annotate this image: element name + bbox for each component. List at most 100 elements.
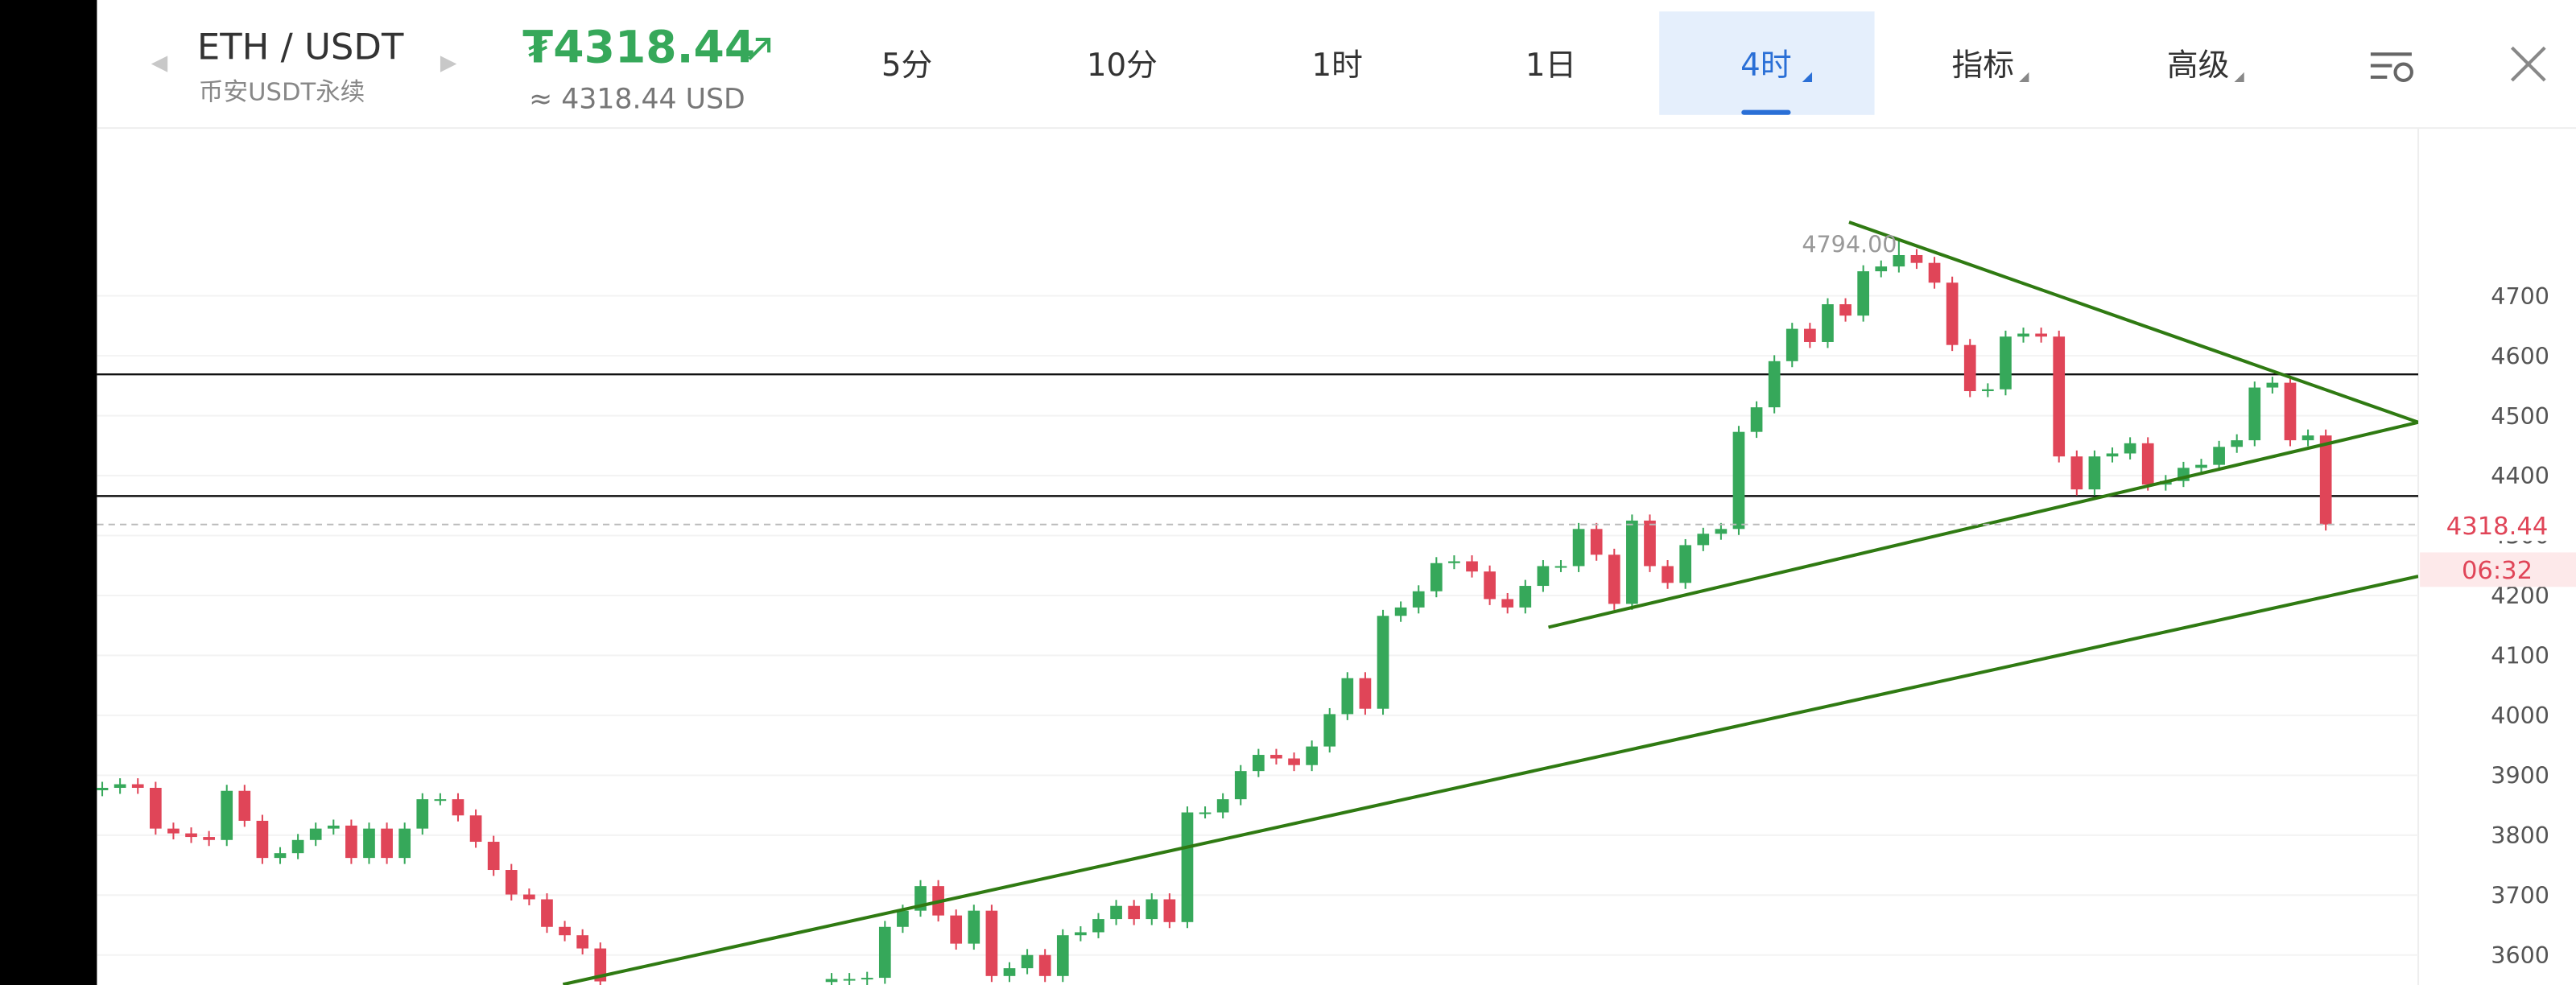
candle-body (843, 979, 856, 981)
tab[interactable]: 指标 (1952, 47, 2015, 84)
candle-body (523, 894, 535, 900)
candle-body (398, 828, 411, 859)
last-price-label: 4318.44 (2446, 513, 2549, 541)
usd-price: ≈ 4318.44 USD (529, 84, 745, 116)
candle-body (97, 788, 109, 790)
candle-body (825, 979, 838, 983)
tab-caret (2234, 72, 2244, 82)
candle-body (363, 828, 375, 859)
candle-body (1590, 529, 1603, 555)
candle-body (238, 790, 251, 821)
candle-body (1394, 607, 1407, 616)
candle-body (1234, 771, 1247, 800)
candle-body (1554, 566, 1567, 568)
candle-body (2248, 387, 2261, 441)
candle-body (1537, 566, 1550, 587)
high-label: 4794.00 (1802, 231, 1897, 258)
candle-body (1412, 591, 1425, 608)
candle-body (1715, 529, 1728, 534)
plot-area: 4794.00 (97, 220, 2419, 985)
candle-body (185, 833, 197, 838)
candle-body (594, 948, 607, 982)
candle-body (1181, 812, 1194, 922)
candle-body (1359, 678, 1372, 709)
trend-line (562, 575, 2419, 985)
candle-body (487, 842, 500, 871)
tab-indicator (1741, 109, 1791, 115)
candle-body (1732, 431, 1745, 530)
candle-body (1377, 616, 1389, 709)
candle-body (1501, 599, 1514, 608)
candle-body (1697, 534, 1710, 546)
candle-body (2141, 443, 2154, 485)
y-tick-label: 4000 (2491, 702, 2549, 729)
candle-body (2000, 336, 2012, 389)
candle-body (897, 910, 909, 927)
y-tick-label: 4700 (2491, 282, 2549, 310)
candle-body (149, 788, 162, 829)
candle-body (985, 910, 998, 976)
settings-icon[interactable] (2370, 52, 2413, 82)
candle-body (2070, 456, 2083, 490)
candle-body (2053, 336, 2066, 457)
last-price-badge (2420, 506, 2576, 542)
candle-body (291, 839, 304, 854)
candle-body (541, 899, 553, 927)
candle-body (1875, 266, 1888, 272)
candle-body (1608, 554, 1620, 604)
candle-body (1341, 678, 1354, 715)
price: ₮4318.44 (522, 22, 755, 73)
next-arrow[interactable] (440, 56, 457, 72)
tabs: 5分 10分 1时 1日 4时 指标 高级 (881, 11, 2244, 115)
candle-body (1056, 935, 1069, 976)
candle-body (1572, 529, 1585, 567)
y-tick-label: 4100 (2491, 642, 2549, 670)
candle-body (167, 828, 180, 834)
candle-body (1216, 799, 1229, 813)
candle-body (131, 784, 144, 789)
candle-body (1822, 304, 1834, 342)
candle-body (1448, 561, 1460, 563)
candle-body (878, 926, 891, 979)
candle-body (1662, 566, 1674, 583)
trend-arrow (748, 37, 771, 60)
candle-body (1128, 905, 1141, 920)
candle-body (1163, 899, 1176, 922)
tab[interactable]: 1时 (1312, 47, 1363, 84)
candle-body (2035, 333, 2047, 337)
tab[interactable]: 10分 (1087, 47, 1158, 84)
tab[interactable]: 5分 (881, 47, 932, 84)
candle-body (1768, 361, 1781, 408)
price-axis: 3600370038003900400041004200430044004500… (2420, 282, 2576, 969)
tab[interactable]: 高级 (2167, 47, 2230, 84)
y-tick-label: 4400 (2491, 462, 2549, 489)
candle-body (1466, 561, 1478, 572)
candle-body (1981, 389, 1994, 392)
candle-body (114, 784, 126, 789)
tab[interactable]: 1日 (1525, 47, 1576, 84)
y-tick-label: 3600 (2491, 942, 2549, 969)
candle-body (968, 910, 980, 944)
prev-arrow[interactable] (151, 56, 168, 72)
tab-highlight (1659, 11, 1875, 115)
candle-body (559, 926, 571, 936)
candle-body (416, 799, 429, 829)
candle-body (2106, 453, 2119, 457)
pair: ETH / USDT (197, 25, 404, 68)
tab[interactable]: 4时 (1740, 47, 1791, 84)
candle-body (1199, 812, 1212, 814)
candle-body (2017, 333, 2029, 337)
y-tick-label: 3900 (2491, 762, 2549, 789)
candle-body (1750, 407, 1763, 432)
candle-body (309, 828, 322, 840)
candle-body (861, 978, 873, 980)
left-bezel (0, 0, 97, 985)
candle-body (1021, 954, 1034, 969)
candle-body (1893, 254, 1905, 267)
candle-body (274, 853, 287, 859)
candle-body (1679, 545, 1692, 583)
close-icon[interactable] (2510, 46, 2546, 82)
candle-body (1253, 755, 1265, 772)
